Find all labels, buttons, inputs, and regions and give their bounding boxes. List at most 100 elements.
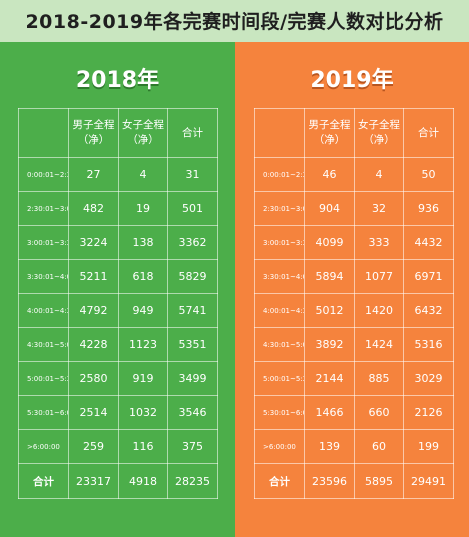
time-range-cell: 4:00:01~4:30:00 [254,293,305,328]
total-cell: 50 [403,157,454,192]
time-range-cell: 3:30:01~4:00:00 [254,259,305,294]
table-body: 0:00:01~2:30:00464502:30:01~3:00:0090432… [254,157,454,464]
total-cell: 5351 [167,327,218,362]
time-range-cell: 5:30:01~6:00:00 [18,395,69,430]
table-row: 4:00:01~4:30:0047929495741 [18,293,218,328]
female-cell: 660 [354,395,404,430]
time-range-cell: 0:00:01~2:30:00 [254,157,305,192]
female-cell: 919 [118,361,168,396]
table-2019: 男子全程（净） 女子全程（净） 合计 0:00:01~2:30:00464502… [254,108,454,499]
time-range-cell: >6:00:00 [18,429,69,464]
total-cell: 31 [167,157,218,192]
total-label: 合计 [18,463,69,499]
table-row: >6:00:00 259 116 375 [18,429,218,464]
table-row: 5:00:01~5:30:0025809193499 [18,361,218,396]
table-row: 4:30:01~5:00:00422811235351 [18,327,218,362]
total-cell: 6971 [403,259,454,294]
panel-2019: 2019年 男子全程（净） 女子全程（净） 合计 0:00:01~2:30:00… [235,42,469,537]
time-range-cell: 0:00:01~2:30:00 [18,157,69,192]
header-corner [18,108,69,158]
table-row: 4:30:01~5:00:00389214245316 [254,327,454,362]
table-row: 3:00:01~3:30:0040993334432 [254,225,454,260]
header-row: 男子全程（净） 女子全程（净） 合计 [254,108,454,158]
table-row: 0:00:01~2:30:0027431 [18,157,218,192]
total-row: 合计 23317 4918 28235 [18,463,218,499]
male-cell: 4228 [68,327,119,362]
female-cell: 1077 [354,259,404,294]
header-male: 男子全程（净） [304,108,355,158]
male-cell: 139 [304,429,355,464]
table-row: 3:30:01~4:00:00589410776971 [254,259,454,294]
female-cell: 60 [354,429,404,464]
table-row: 5:00:01~5:30:0021448853029 [254,361,454,396]
time-range-cell: >6:00:00 [254,429,305,464]
total-cell: 375 [167,429,218,464]
total-cell: 4432 [403,225,454,260]
male-cell: 3224 [68,225,119,260]
female-cell: 19 [118,191,168,226]
time-range-cell: 5:00:01~5:30:00 [18,361,69,396]
time-range-cell: 3:00:01~3:30:00 [18,225,69,260]
table-row: >6:00:00 139 60 199 [254,429,454,464]
header-total: 合计 [403,108,454,158]
header-total: 合计 [167,108,218,158]
header-female: 女子全程（净） [354,108,404,158]
male-cell: 46 [304,157,355,192]
total-cell: 199 [403,429,454,464]
male-cell: 2144 [304,361,355,396]
year-heading: 2019年 [310,68,394,93]
total-row: 合计 23596 5895 29491 [254,463,454,499]
total-cell: 3029 [403,361,454,396]
female-cell: 138 [118,225,168,260]
total-cell: 3499 [167,361,218,396]
female-cell: 1420 [354,293,404,328]
table-row: 0:00:01~2:30:0046450 [254,157,454,192]
female-cell: 333 [354,225,404,260]
table-row: 3:00:01~3:30:0032241383362 [18,225,218,260]
female-cell: 116 [118,429,168,464]
total-female: 5895 [354,463,404,499]
female-cell: 1123 [118,327,168,362]
table-2018: 男子全程（净） 女子全程（净） 合计 0:00:01~2:30:00274312… [18,108,218,499]
time-range-cell: 4:30:01~5:00:00 [18,327,69,362]
table-row: 4:00:01~4:30:00501214206432 [254,293,454,328]
female-cell: 1424 [354,327,404,362]
male-cell: 5211 [68,259,119,294]
male-cell: 27 [68,157,119,192]
header-female: 女子全程（净） [118,108,168,158]
male-cell: 4792 [68,293,119,328]
male-cell: 2514 [68,395,119,430]
male-cell: 4099 [304,225,355,260]
male-cell: 904 [304,191,355,226]
total-cell: 501 [167,191,218,226]
total-male: 23317 [68,463,119,499]
table-row: 5:30:01~6:00:0014666602126 [254,395,454,430]
time-range-cell: 4:30:01~5:00:00 [254,327,305,362]
total-all: 28235 [167,463,218,499]
panel-2018: 2018年 男子全程（净） 女子全程（净） 合计 0:00:01~2:30:00… [0,42,235,537]
male-cell: 5894 [304,259,355,294]
table-row: 2:30:01~3:00:0090432936 [254,191,454,226]
total-cell: 5316 [403,327,454,362]
time-range-cell: 5:30:01~6:00:00 [254,395,305,430]
total-label: 合计 [254,463,305,499]
header-corner [254,108,305,158]
male-cell: 482 [68,191,119,226]
female-cell: 1032 [118,395,168,430]
total-cell: 5829 [167,259,218,294]
female-cell: 885 [354,361,404,396]
female-cell: 4 [354,157,404,192]
year-heading: 2018年 [75,68,160,93]
header-male: 男子全程（净） [68,108,119,158]
time-range-cell: 3:30:01~4:00:00 [18,259,69,294]
time-range-cell: 5:00:01~5:30:00 [254,361,305,396]
page-title: 2018-2019年各完赛时间段/完赛人数对比分析 [25,10,444,33]
total-cell: 2126 [403,395,454,430]
table-row: 2:30:01~3:00:0048219501 [18,191,218,226]
time-range-cell: 2:30:01~3:00:00 [254,191,305,226]
total-female: 4918 [118,463,168,499]
female-cell: 32 [354,191,404,226]
male-cell: 1466 [304,395,355,430]
female-cell: 949 [118,293,168,328]
table-row: 5:30:01~6:00:00251410323546 [18,395,218,430]
